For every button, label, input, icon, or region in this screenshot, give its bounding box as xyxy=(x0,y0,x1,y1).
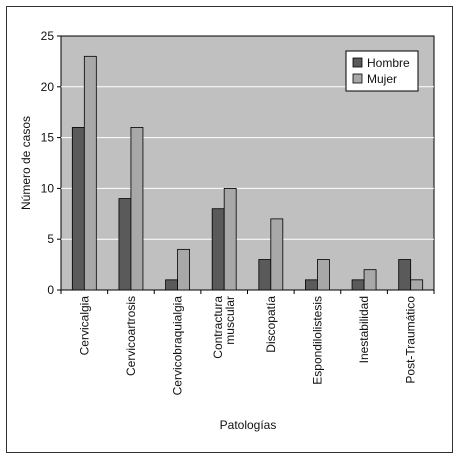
bar-mujer-2 xyxy=(130,127,144,291)
bar-mujer-4 xyxy=(223,187,237,291)
x-tick-label: Cervicalgia xyxy=(77,296,91,356)
bar-mujer-8 xyxy=(410,279,424,291)
bar-mujer-1 xyxy=(83,55,97,291)
bar-hombre-6 xyxy=(305,279,318,291)
x-tick-label-line: Cervicalgia xyxy=(77,296,91,356)
bar-hombre-3 xyxy=(165,279,178,291)
bar-mujer-6 xyxy=(317,259,330,291)
x-axis: Cervicalgia Cervicoartrosis Cervicobraquia… xyxy=(60,290,435,396)
y-axis-label: Número de casos xyxy=(19,116,33,210)
bars-group xyxy=(71,55,424,291)
bar-hombre-8 xyxy=(398,259,412,291)
x-tick-label-line: Espondilolistesis xyxy=(310,296,324,385)
y-tick-label: 25 xyxy=(41,29,55,43)
bar-mujer-7 xyxy=(363,269,377,291)
x-axis-label: Patologías xyxy=(220,418,277,432)
x-tick-label: Cervicobraquialgia xyxy=(171,296,185,396)
y-tick-label: 15 xyxy=(41,131,55,145)
bar-hombre-5 xyxy=(258,259,272,291)
bar-hombre-2 xyxy=(118,198,132,291)
x-tick-label: Post-Traumático xyxy=(404,296,418,384)
x-tick-label-line: Contractura xyxy=(211,296,225,359)
y-tick-label: 5 xyxy=(47,232,54,246)
x-tick-label: Discopatía xyxy=(264,296,278,353)
legend-label-mujer: Mujer xyxy=(367,72,397,86)
legend-label-hombre: Hombre xyxy=(367,56,410,70)
bar-mujer-3 xyxy=(177,248,190,291)
legend-swatch-mujer xyxy=(352,73,363,84)
y-tick-label: 10 xyxy=(41,181,55,195)
x-tick-label-line: Post-Traumático xyxy=(404,296,418,384)
x-tick-label-line: Inestabilidad xyxy=(357,296,371,363)
y-tick-label: 0 xyxy=(47,283,54,297)
x-tick-label-line: muscular xyxy=(223,296,237,345)
x-tick-label-line: Discopatía xyxy=(264,296,278,353)
bar-hombre-4 xyxy=(211,208,225,291)
bar-hombre-7 xyxy=(351,279,365,291)
x-tick-label: Inestabilidad xyxy=(357,296,371,363)
x-tick-label-line: Cervicobraquialgia xyxy=(171,296,185,396)
x-tick-label: Cervicoartrosis xyxy=(124,296,138,376)
y-tick-label: 20 xyxy=(41,80,55,94)
x-tick-label: Espondilolistesis xyxy=(310,296,324,385)
legend: Hombre Mujer xyxy=(345,50,419,92)
x-tick-label-line: Cervicoartrosis xyxy=(124,296,138,376)
legend-swatch-hombre xyxy=(352,57,363,68)
bar-mujer-5 xyxy=(270,218,284,291)
bar-hombre-1 xyxy=(71,127,85,291)
y-axis: 0 5 10 15 20 25 xyxy=(41,29,61,297)
